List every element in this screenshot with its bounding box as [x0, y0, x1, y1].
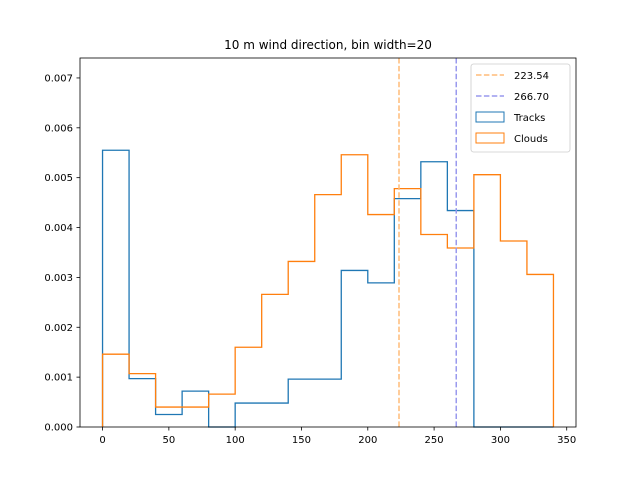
y-tick-label: 0.005 [44, 173, 73, 184]
series-tracks-group [101, 149, 554, 428]
legend-label: Clouds [514, 134, 548, 145]
x-tick-label: 0 [99, 435, 105, 446]
legend-label: 223.54 [514, 71, 549, 82]
chart-title: 10 m wind direction, bin width=20 [224, 38, 432, 52]
x-axis: 0 50 100 150 200 250 300 350 [99, 427, 576, 446]
x-tick-label: 150 [292, 435, 311, 446]
series-clouds-group [101, 154, 555, 427]
axes-frame [79, 57, 577, 428]
series-tracks-outline [101, 149, 554, 428]
x-tick-label: 250 [425, 435, 444, 446]
legend-patch-swatch [475, 111, 505, 123]
y-tick-label: 0.006 [44, 123, 73, 134]
legend-label: 266.70 [514, 92, 549, 103]
x-tick-label: 100 [226, 435, 245, 446]
legend-box [470, 63, 571, 153]
y-tick-label: 0.003 [44, 273, 73, 284]
series-clouds-outline [101, 154, 555, 427]
y-tick-label: 0.000 [44, 423, 73, 434]
y-axis: 0.000 0.001 0.002 0.003 0.004 0.005 0.006 0.007 [44, 73, 80, 434]
x-tick-label: 50 [162, 435, 175, 446]
x-tick-label: 350 [557, 435, 576, 446]
y-tick-label: 0.004 [44, 223, 73, 234]
plot-area [79, 57, 577, 428]
x-tick-label: 200 [358, 435, 377, 446]
y-tick-label: 0.002 [44, 323, 73, 334]
y-tick-label: 0.007 [44, 73, 73, 84]
legend-label: Tracks [513, 113, 545, 124]
legend: 223.54 266.70 Tracks Clouds [470, 63, 571, 153]
x-tick-label: 300 [491, 435, 510, 446]
legend-patch-swatch [475, 132, 505, 144]
y-tick-label: 0.001 [44, 373, 73, 384]
